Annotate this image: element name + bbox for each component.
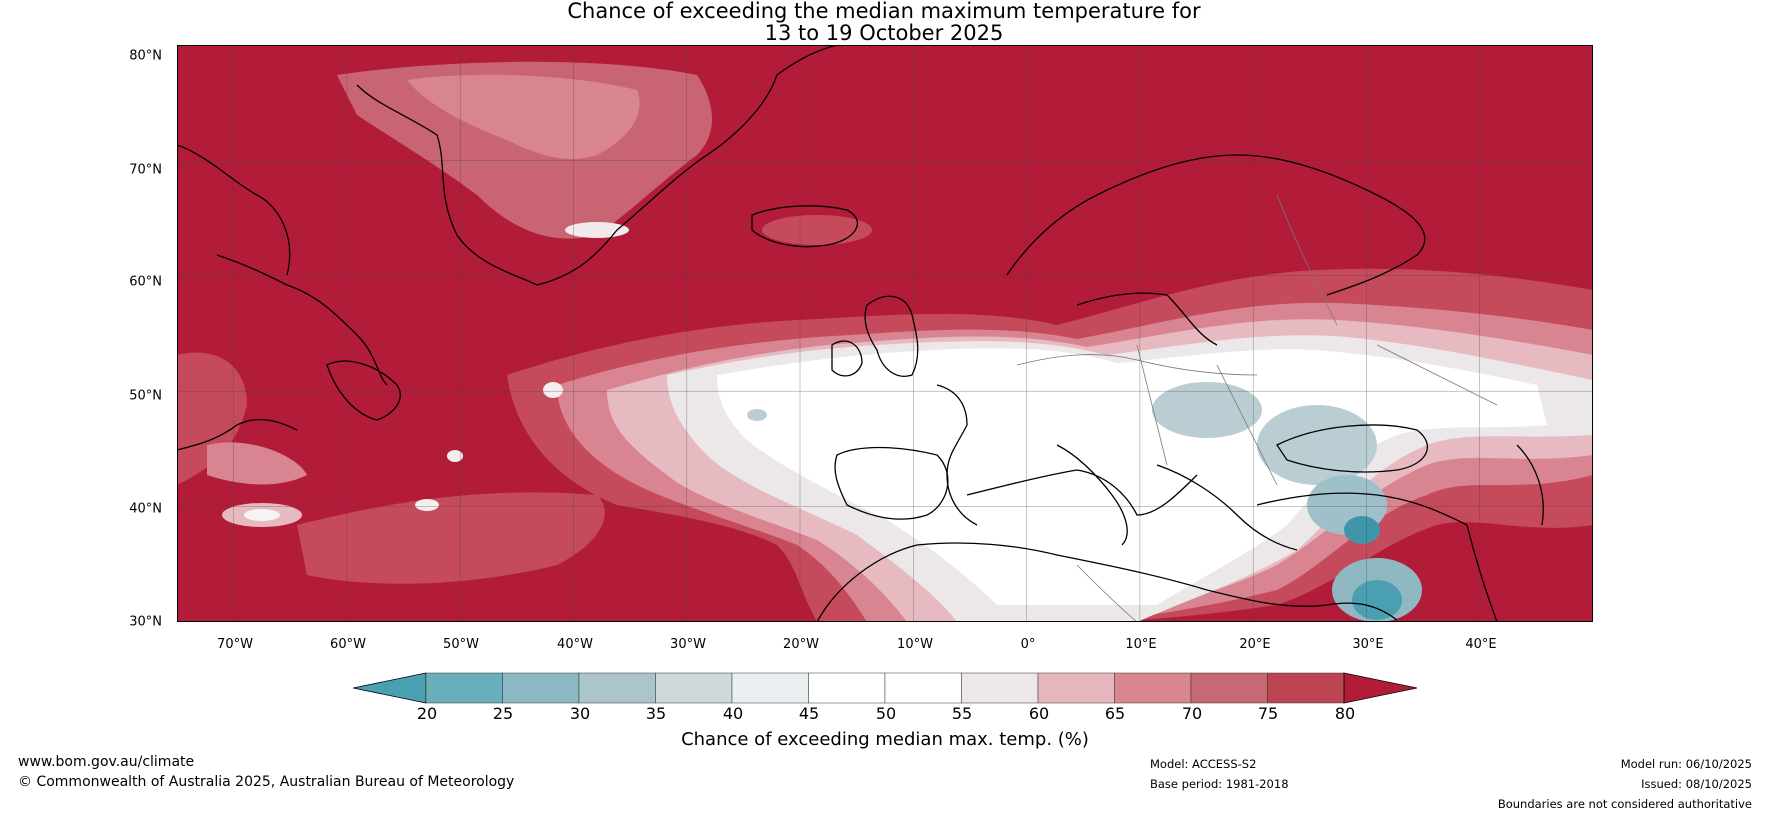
egypt-teal [1352, 580, 1402, 620]
colorbar-tick: 75 [1257, 704, 1279, 723]
atlantic-white-1 [447, 450, 463, 462]
atlantic-white-2 [415, 499, 439, 511]
greenland-light-area [407, 74, 640, 160]
colorbar-segment [1037, 672, 1115, 704]
central-europe-blue [1152, 382, 1262, 438]
colorbar-segment [655, 672, 733, 704]
colorbar-tick: 60 [1028, 704, 1050, 723]
colorbar-tick: 40 [722, 704, 744, 723]
boundaries-disclaimer: Boundaries are not considered authoritat… [1497, 797, 1752, 811]
balkan-coast [1156, 464, 1298, 551]
atlantic-white-3 [543, 382, 563, 398]
lon-tick: 40°W [557, 637, 593, 652]
iceland-pink [762, 215, 872, 245]
lon-tick: 10°E [1125, 637, 1157, 652]
lon-tick: 0° [1020, 637, 1036, 652]
caspian-coast [1516, 444, 1544, 526]
coastlines [177, 45, 1544, 622]
colorbar-tick: 80 [1334, 704, 1356, 723]
map-title-line1: Chance of exceeding the median maximum t… [567, 0, 1201, 23]
border-balkans [1216, 364, 1278, 486]
border-central-europe [1016, 354, 1258, 376]
colorbar-segment [425, 672, 503, 704]
lon-tick: 60°W [330, 637, 366, 652]
colorbar [352, 672, 1419, 704]
model-text: Model: ACCESS-S2 [1150, 757, 1257, 771]
map-gridlines [177, 45, 1593, 622]
west-atlantic-white [244, 509, 280, 521]
colorbar-max-arrow [1343, 672, 1418, 704]
colorbar-tick: 20 [416, 704, 438, 723]
iceland-coast [751, 205, 859, 248]
border-caucasus [1376, 344, 1498, 406]
website-link[interactable]: www.bom.gov.au/climate [18, 754, 195, 770]
lon-tick: 30°W [670, 637, 706, 652]
middle-east-coast [1466, 524, 1498, 622]
ireland-coast [831, 340, 863, 377]
colorbar-tick: 45 [798, 704, 820, 723]
lon-tick: 70°W [217, 637, 253, 652]
labrador-coast [216, 254, 388, 386]
border-eastern-europe [1136, 344, 1168, 466]
model-run-text: Model run: 06/10/2025 [1620, 757, 1752, 771]
base-period-text: Base period: 1981-2018 [1150, 777, 1289, 791]
turkey-teal [1344, 516, 1380, 544]
colorbar-segment [502, 672, 580, 704]
colorbar-tick: 30 [569, 704, 591, 723]
europe-west-coast [936, 384, 978, 526]
colorbar-tick: 35 [645, 704, 667, 723]
lon-tick: 40°E [1465, 637, 1497, 652]
italy-coast [1056, 444, 1128, 546]
turkey-coast [1256, 492, 1468, 526]
canada-north-coast [177, 144, 291, 276]
baltic-coast [1076, 292, 1218, 346]
atlantic-blue-spot [747, 409, 767, 421]
colorbar-tick: 70 [1181, 704, 1203, 723]
colorbar-tick: 65 [1104, 704, 1126, 723]
lon-tick: 50°W [443, 637, 479, 652]
colorbar-min-arrow [352, 672, 427, 704]
balkans-blue [1257, 405, 1377, 485]
lon-tick: 20°W [783, 637, 819, 652]
map-title-line2: 13 to 19 October 2025 [764, 21, 1004, 45]
copyright-text: © Commonwealth of Australia 2025, Austra… [18, 774, 515, 790]
colorbar-segment [578, 672, 656, 704]
colorbar-segment [731, 672, 809, 704]
issued-text: Issued: 08/10/2025 [1641, 777, 1752, 791]
colorbar-label: Chance of exceeding median max. temp. (%… [681, 729, 1089, 750]
country-borders [1016, 194, 1498, 622]
scandinavia-coast [1006, 154, 1426, 296]
map-frame [177, 45, 1593, 622]
lon-tick: 20°E [1239, 637, 1271, 652]
colorbar-segment [808, 672, 886, 704]
colorbar-segment [1267, 672, 1345, 704]
border-north-africa [1076, 564, 1138, 622]
iberia-coast [834, 446, 949, 520]
colorbar-segment [1114, 672, 1192, 704]
british-isles-coast [864, 295, 919, 377]
colorbar-tick: 25 [492, 704, 514, 723]
greenland-coast [356, 45, 838, 286]
colorbar-segment [961, 672, 1039, 704]
border-scandinavia [1276, 194, 1338, 326]
lon-tick: 30°E [1352, 637, 1384, 652]
newfoundland-coast [326, 360, 401, 421]
colorbar-segment [884, 672, 962, 704]
lon-tick: 10°W [897, 637, 933, 652]
south-atlantic-pink [297, 492, 605, 584]
greenland-spot [565, 222, 629, 238]
mediterranean-north-coast [966, 469, 1198, 516]
colorbar-segment [1190, 672, 1268, 704]
north-africa-coast [816, 542, 1398, 622]
colorbar-tick: 50 [875, 704, 897, 723]
west-atlantic-pink [177, 352, 247, 485]
probability-map [177, 45, 1593, 622]
nova-scotia-pink [207, 442, 307, 485]
black-sea-coast [1276, 424, 1429, 473]
us-east-coast [177, 418, 298, 451]
colorbar-tick: 55 [951, 704, 973, 723]
